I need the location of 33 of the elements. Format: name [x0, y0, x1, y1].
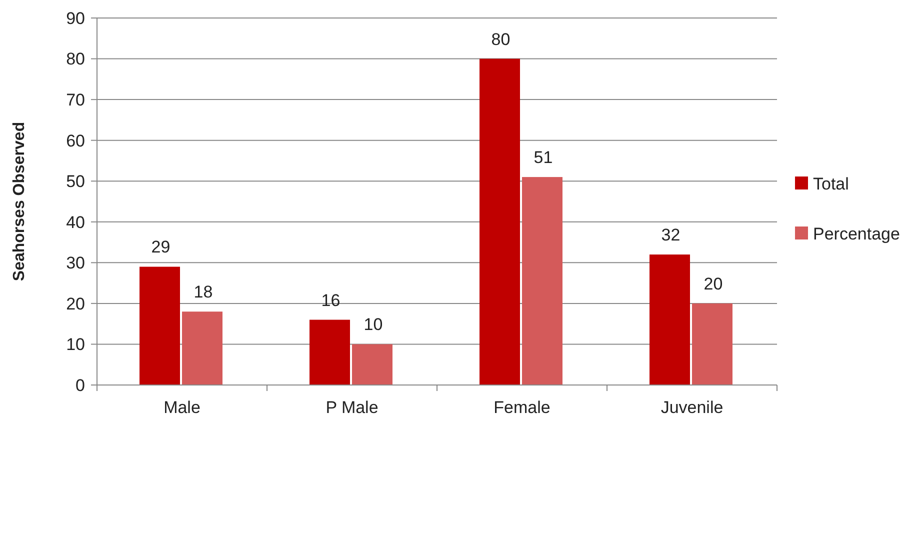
bar — [352, 344, 392, 385]
y-tick-label: 40 — [66, 212, 85, 232]
bar — [692, 303, 732, 385]
bar — [650, 254, 690, 385]
data-label: 80 — [491, 30, 510, 49]
x-tick-label: P Male — [326, 398, 378, 417]
y-tick-label: 60 — [66, 131, 85, 150]
y-tick-label: 0 — [76, 376, 85, 395]
bar — [140, 266, 180, 385]
data-label: 29 — [151, 238, 170, 257]
y-axis-title: Seahorses Observed — [11, 122, 28, 282]
y-tick-label: 30 — [66, 254, 85, 273]
data-label: 32 — [661, 226, 680, 245]
y-tick-label: 50 — [66, 172, 85, 192]
data-label: 18 — [194, 282, 213, 302]
bar — [522, 177, 562, 385]
x-tick-label: Juvenile — [660, 398, 724, 417]
x-tick-label: Female — [494, 398, 550, 417]
y-tick-label: 80 — [66, 50, 85, 69]
y-tick-label: 20 — [66, 294, 85, 314]
bar — [310, 320, 350, 385]
x-tick-label: Male — [164, 398, 200, 417]
bar — [182, 312, 222, 385]
data-label: 51 — [534, 148, 553, 168]
data-label: 10 — [364, 315, 383, 334]
y-tick-label: 70 — [66, 90, 85, 110]
legend-label: Percentage — [813, 224, 900, 244]
data-label: 20 — [704, 274, 723, 294]
bar — [480, 58, 520, 385]
legend-label: Total — [813, 174, 849, 194]
data-label: 16 — [321, 290, 340, 310]
y-tick-label: 10 — [66, 335, 85, 354]
y-tick-label: 90 — [66, 8, 85, 28]
